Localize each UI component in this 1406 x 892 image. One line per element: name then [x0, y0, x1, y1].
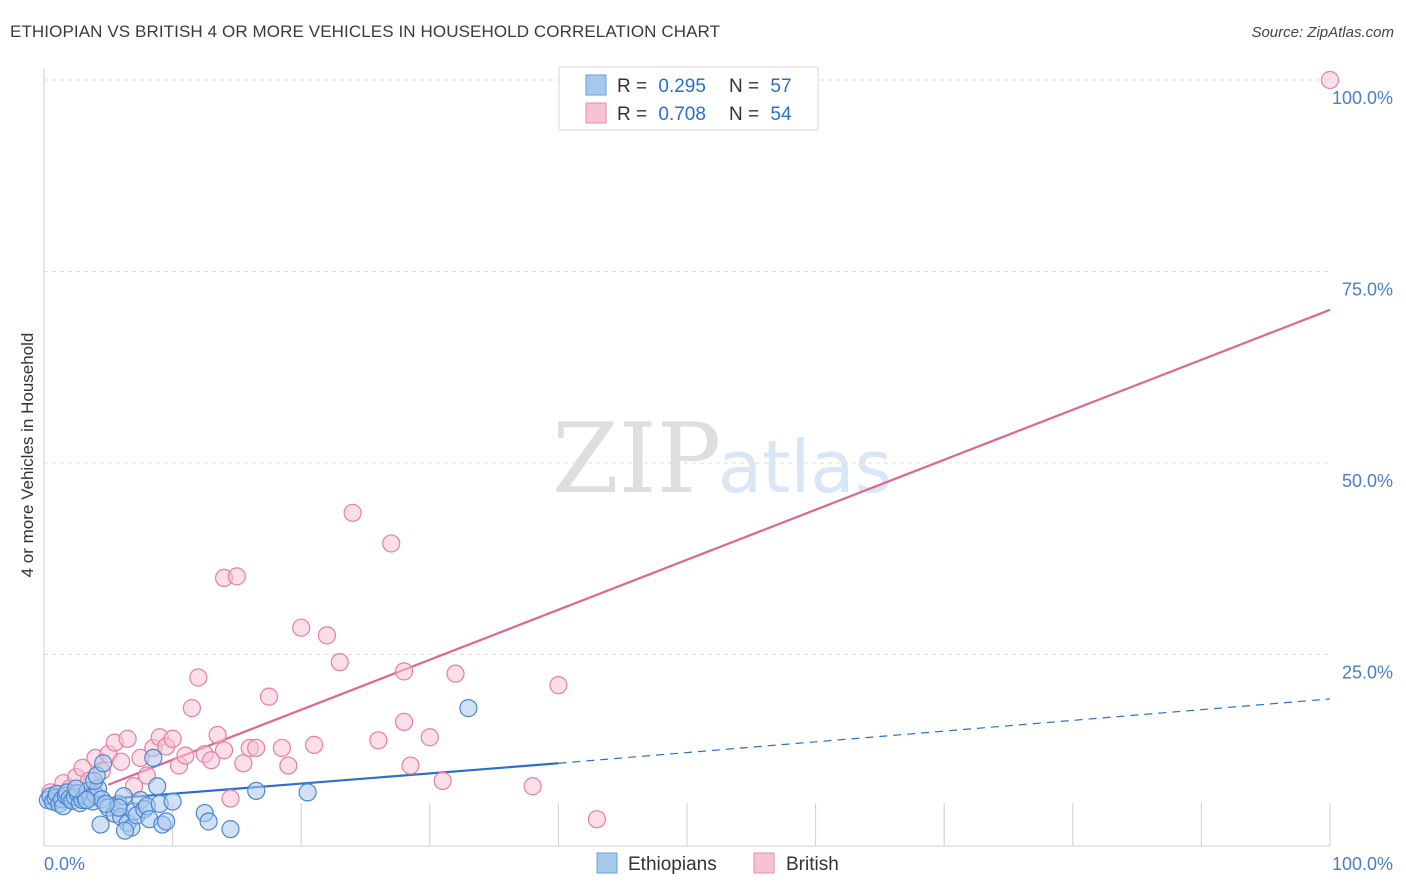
point-ethiopians	[221, 820, 240, 839]
point-british	[214, 741, 234, 760]
point-british	[446, 664, 465, 683]
axes	[43, 68, 1331, 847]
point-ethiopians	[163, 792, 182, 811]
point-british	[221, 789, 240, 808]
svg-text:N = 57: N = 57	[729, 76, 792, 97]
trend-lines	[43, 308, 1331, 805]
point-british	[587, 810, 607, 829]
point-british	[189, 668, 208, 687]
point-ethiopians	[247, 781, 266, 800]
point-british	[118, 729, 137, 748]
point-british	[272, 738, 292, 758]
point-british	[292, 618, 311, 637]
point-british	[259, 687, 279, 706]
legend-n-value-ethiopians: 57	[770, 76, 791, 97]
data-points	[38, 70, 1340, 840]
point-british	[227, 567, 246, 586]
watermark: ZIP atlas	[552, 403, 892, 515]
point-british	[1320, 70, 1340, 90]
point-british	[394, 712, 414, 732]
point-british	[112, 752, 131, 771]
point-british	[304, 735, 324, 754]
point-british	[394, 662, 414, 681]
point-british	[433, 771, 452, 790]
legend-r-value-ethiopians: 0.295	[658, 76, 706, 97]
x-tick-label-right: 100.0%	[1332, 854, 1393, 874]
legend-r-label-ethiopians: R =	[617, 76, 647, 97]
point-british	[163, 729, 182, 748]
point-ethiopians	[459, 699, 478, 718]
point-british	[401, 756, 420, 775]
legend-bottom-swatch-ethiopians[interactable]	[596, 852, 618, 874]
y-tick-label: 75.0%	[1342, 280, 1393, 300]
point-ethiopians	[199, 812, 218, 831]
legend-bottom-label-ethiopians[interactable]: Ethiopians	[628, 854, 717, 875]
point-ethiopians	[91, 815, 110, 834]
svg-text:N = 54: N = 54	[729, 104, 792, 125]
point-ethiopians	[298, 783, 317, 802]
y-tick-label: 100.0%	[1332, 88, 1393, 108]
trend-line-extension-ethiopians	[558, 698, 1331, 764]
point-british	[343, 503, 362, 522]
legend-stats: R = 0.295 N = 57 R = 0.708 N = 54	[558, 66, 819, 131]
watermark-atlas: atlas	[718, 425, 892, 509]
legend-series: Ethiopians British	[596, 852, 839, 875]
point-british	[382, 534, 401, 553]
legend-swatch-british	[585, 102, 607, 124]
point-ethiopians	[157, 812, 176, 831]
point-ethiopians	[96, 794, 115, 813]
svg-text:R = 0.708: R = 0.708	[617, 104, 706, 125]
point-british	[247, 738, 266, 758]
watermark-zip: ZIP	[552, 403, 721, 515]
point-british	[317, 626, 337, 645]
legend-n-label-british: N =	[729, 104, 759, 125]
point-british	[234, 754, 253, 773]
tick-labels: 100.0% 75.0% 50.0% 25.0% 0.0% 100.0%	[44, 88, 1393, 874]
y-tick-label: 25.0%	[1342, 663, 1393, 683]
legend-n-value-british: 54	[770, 104, 792, 125]
point-british	[523, 777, 542, 796]
point-ethiopians	[115, 821, 135, 840]
point-ethiopians	[67, 779, 86, 798]
trend-line-british	[107, 308, 1331, 786]
chart-title: ETHIOPIAN VS BRITISH 4 OR MORE VEHICLES …	[10, 22, 721, 41]
point-ethiopians	[144, 748, 163, 768]
legend-r-value-british: 0.708	[658, 104, 706, 125]
x-tick-label-left: 0.0%	[44, 854, 85, 874]
point-british	[208, 725, 227, 745]
legend-n-label-ethiopians: N =	[729, 76, 759, 97]
legend-r-label-british: R =	[617, 104, 647, 125]
point-british	[330, 653, 349, 672]
legend-bottom-label-british[interactable]: British	[786, 854, 839, 875]
point-ethiopians	[94, 754, 113, 773]
chart-source: Source: ZipAtlas.com	[1251, 24, 1394, 41]
svg-text:R = 0.295: R = 0.295	[617, 76, 706, 97]
point-ethiopians	[148, 777, 167, 796]
y-tick-label: 50.0%	[1342, 471, 1393, 491]
point-british	[182, 699, 201, 718]
point-british	[369, 731, 388, 750]
legend-swatch-ethiopians	[585, 74, 607, 96]
point-british	[176, 746, 195, 765]
point-british	[549, 676, 568, 695]
point-british	[420, 728, 439, 747]
legend-bottom-swatch-british[interactable]	[753, 852, 775, 874]
point-british	[279, 756, 298, 775]
point-british	[202, 751, 221, 770]
point-ethiopians	[77, 790, 96, 810]
